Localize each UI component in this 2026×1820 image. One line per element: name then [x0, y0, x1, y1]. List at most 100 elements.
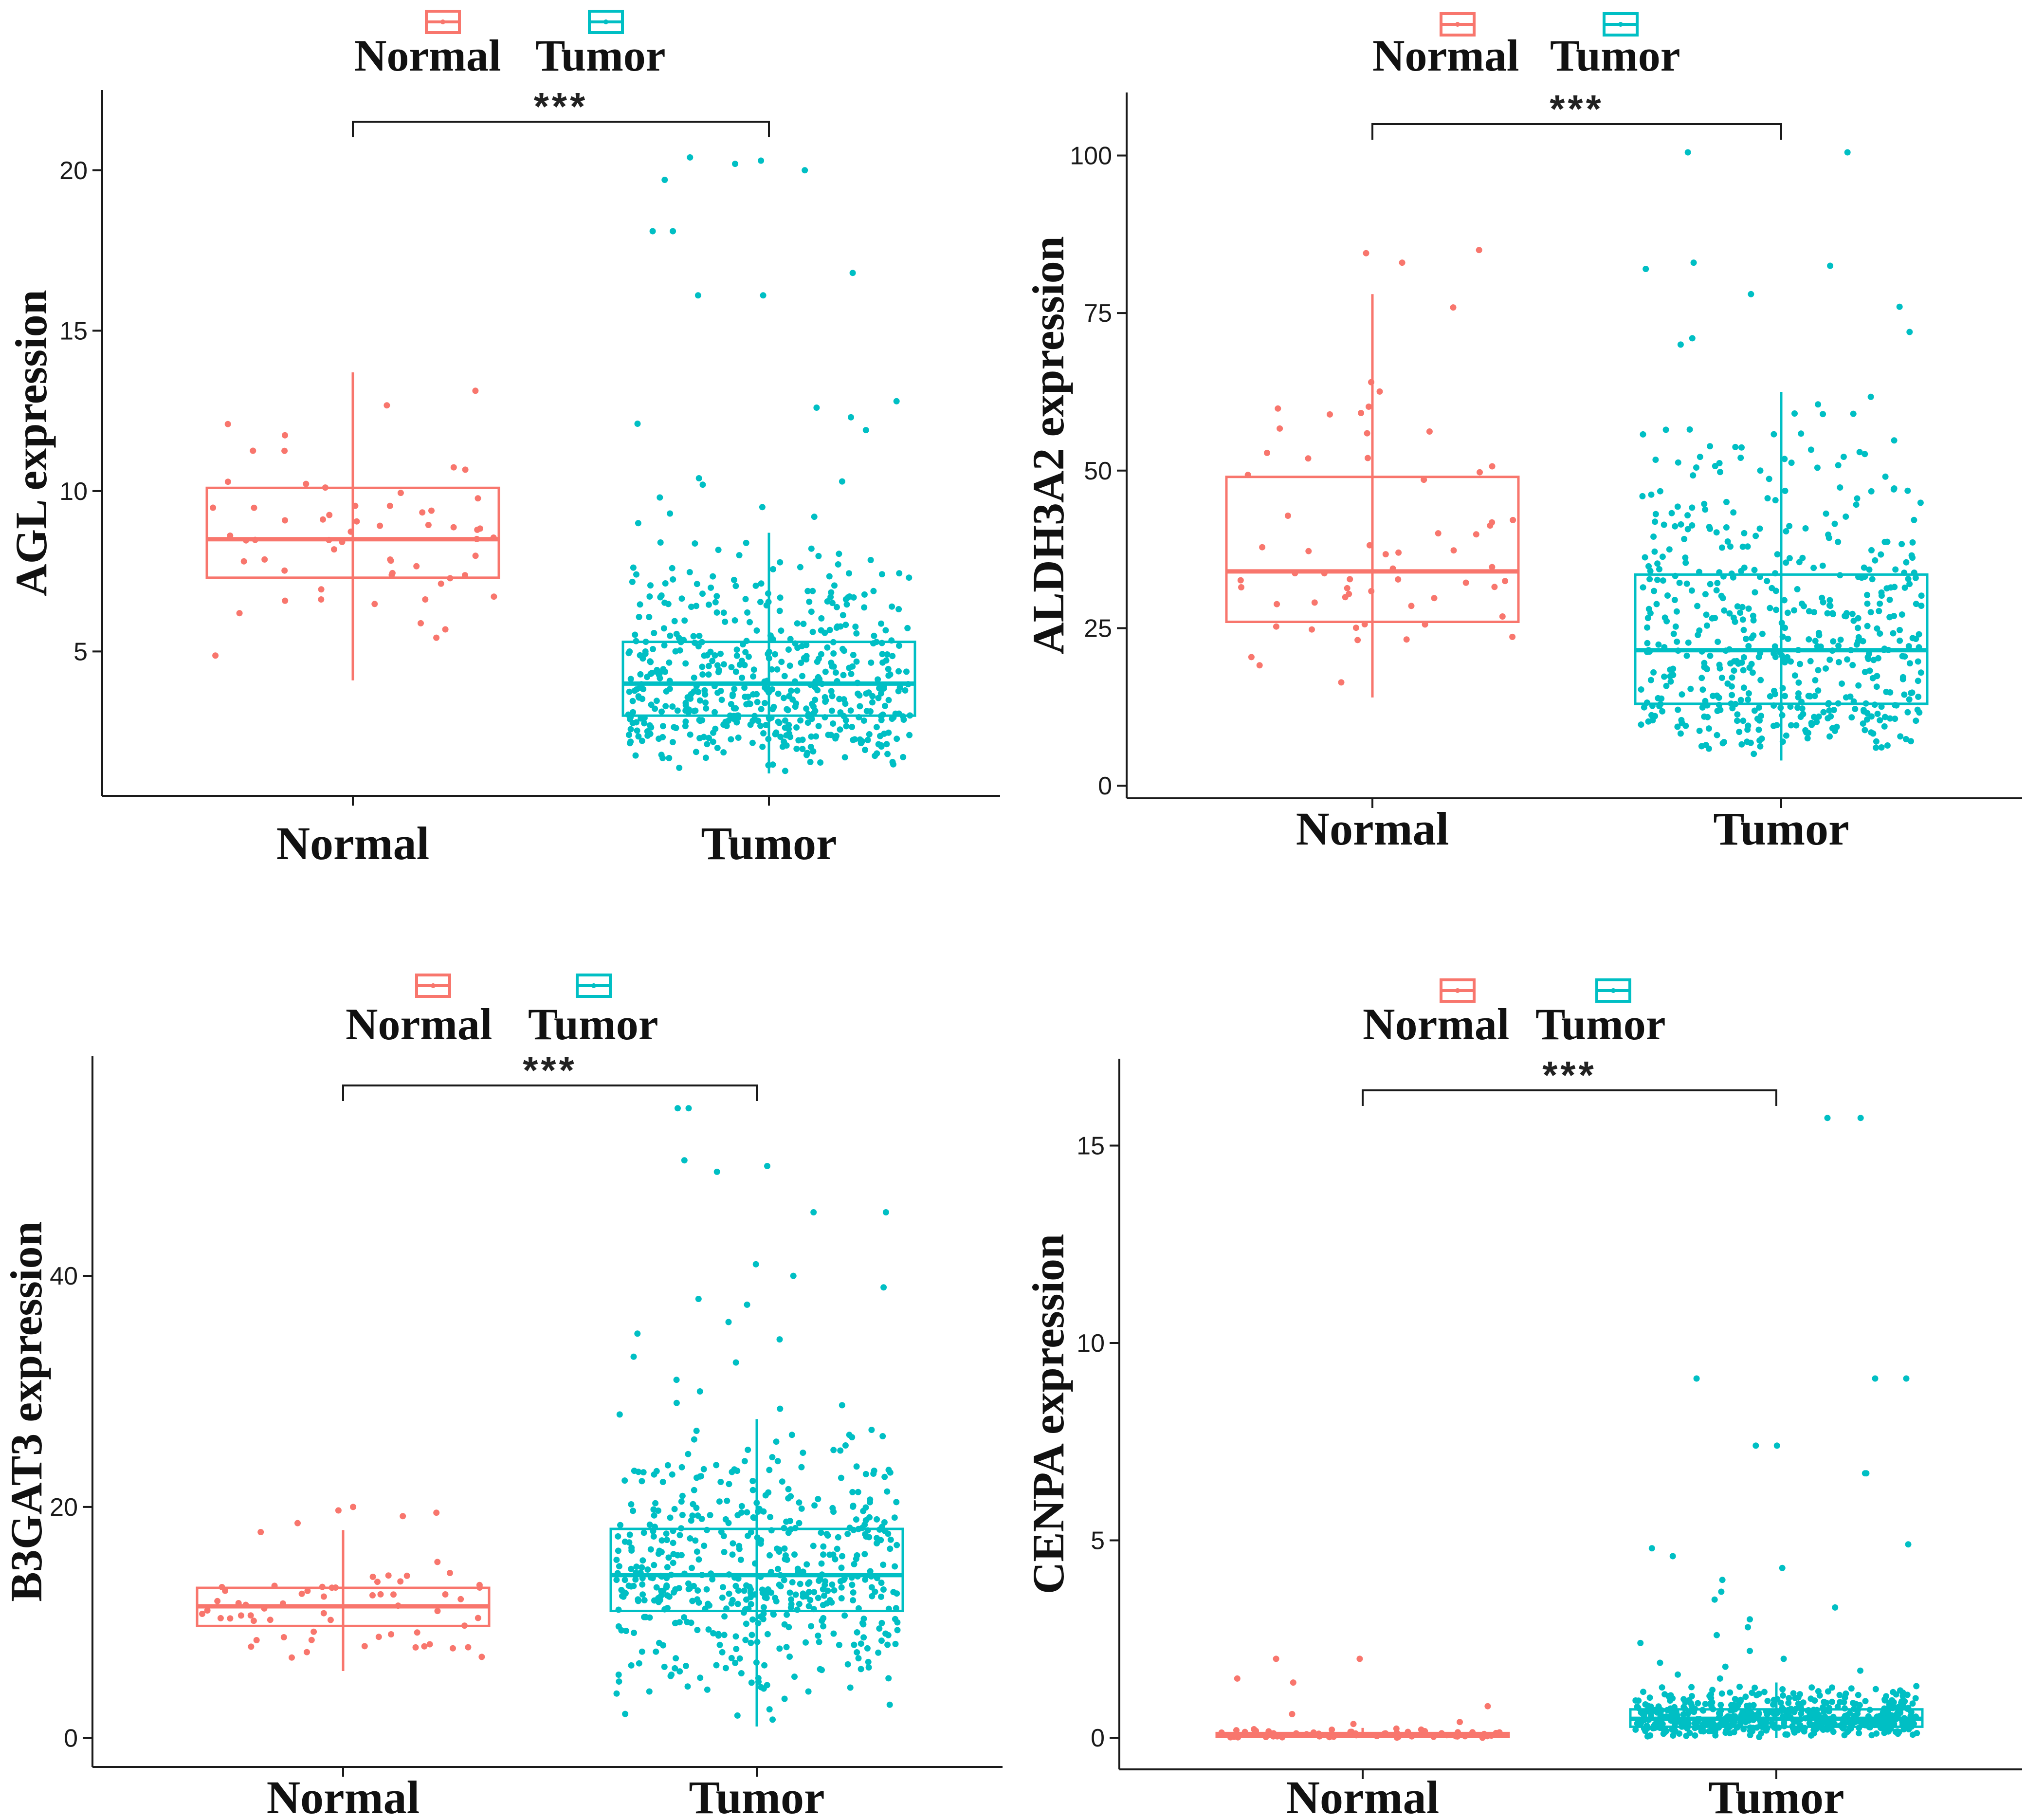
panel-3-tumor-point	[621, 1538, 628, 1545]
panel-3-normal-point	[289, 1654, 295, 1661]
panel-2-tumor-point	[1787, 703, 1794, 710]
panel-3-normal-point	[308, 1636, 315, 1643]
panel-3-tumor-point	[657, 1597, 663, 1603]
panel-3-tumor-point	[713, 1462, 720, 1469]
panel-3-tumor-point	[774, 1545, 780, 1552]
panel-2-tumor-point	[1674, 723, 1681, 730]
panel-2-tumor-point	[1663, 682, 1670, 689]
panel-3-tumor-point	[663, 1575, 670, 1581]
panel-2-tumor-point	[1756, 704, 1762, 711]
panel-2-normal-point	[1499, 613, 1506, 620]
panel-3-tumor-point	[630, 1507, 637, 1514]
panel-3-tumor-point	[851, 1641, 858, 1648]
panel-4-tumor-outlier-point	[1718, 1588, 1725, 1595]
panel-1-tumor-point	[642, 650, 649, 657]
panel-1-tumor-point	[701, 652, 708, 659]
panel-3-tumor-point	[865, 1664, 872, 1671]
panel-2-tumor-point	[1713, 587, 1720, 594]
panel-1-tumor-outlier-point	[649, 228, 656, 235]
panel-1-normal-point	[251, 504, 257, 511]
panel-2-tumor-point	[1791, 607, 1798, 614]
panel-3-tumor-point	[823, 1600, 830, 1607]
panel-1-tumor-point	[773, 729, 780, 736]
panel-2-tumor-point	[1757, 743, 1764, 750]
panel-1-tumor-point	[831, 582, 838, 589]
panel-3-tumor-point	[785, 1486, 792, 1492]
panel-3-normal-point	[204, 1607, 211, 1614]
panel-1-normal-point	[428, 507, 435, 514]
panel-3-tumor-outlier-point	[777, 1405, 784, 1412]
panel-3-tumor-point	[640, 1529, 647, 1536]
panel-2-normal-point	[1489, 463, 1496, 470]
panel-3-normal-point	[247, 1612, 254, 1619]
panel-4-tumor-point	[1889, 1705, 1896, 1711]
panel-4-tumor-outlier-point	[1773, 1442, 1780, 1449]
panel-1-tumor-point	[760, 730, 767, 736]
panel-2-tumor-point	[1882, 473, 1889, 480]
panel-2-tumor-point	[1737, 455, 1744, 461]
panel-2-tumor-point	[1659, 708, 1666, 715]
panel-2-tumor-point	[1843, 513, 1849, 520]
panel-3-tumor-point	[701, 1543, 708, 1549]
panel-3-tumor-point	[646, 1688, 653, 1695]
panel-3-tumor-point	[836, 1641, 842, 1648]
panel-1-tumor-outlier-point	[758, 157, 765, 164]
panel-3-tumor-point	[885, 1467, 892, 1473]
panel-3-legend-label-tumor: Tumor	[528, 999, 658, 1049]
panel-2-tumor-point	[1911, 570, 1917, 576]
panel-3-tumor-outlier-point	[752, 1261, 759, 1268]
panel-3-tumor-outlier-point	[696, 1388, 703, 1395]
panel-1-normal-point	[353, 518, 360, 525]
panel-2-tumor-point	[1728, 683, 1735, 690]
panel-2-tumor-point	[1815, 687, 1822, 694]
panel-3-tumor-point	[723, 1605, 730, 1612]
panel-2-tumor-point	[1847, 647, 1854, 654]
panel-3-tumor-point	[893, 1605, 899, 1612]
panel-2-tumor-point	[1651, 548, 1658, 555]
panel-2-tumor-point	[1672, 572, 1679, 579]
panel-1-tumor-point	[659, 754, 666, 761]
panel-3-normal-outlier-point	[433, 1509, 440, 1516]
panel-3-tumor-point	[830, 1630, 837, 1637]
panel-3-tumor-point	[658, 1537, 665, 1544]
panel-2-tumor-point	[1844, 656, 1851, 663]
panel-2-tumor-point	[1878, 703, 1885, 710]
panel-3-tumor-outlier-point	[790, 1272, 797, 1279]
panel-2-tumor-point	[1908, 690, 1915, 697]
panel-2-normal-point	[1368, 379, 1374, 386]
panel-3-tumor-point	[720, 1584, 726, 1591]
panel-4-tumor-point	[1635, 1697, 1642, 1704]
panel-1-tumor-point	[705, 662, 712, 669]
panel-2-tumor-point	[1678, 521, 1684, 528]
panel-1-tumor-point	[637, 652, 643, 659]
panel-2-tumor-point	[1898, 611, 1905, 618]
panel-2-tumor-point	[1864, 591, 1871, 598]
panel-2-tumor-point	[1916, 644, 1922, 651]
panel-2-tumor-point	[1740, 667, 1747, 674]
panel-2-tumor-point	[1835, 700, 1842, 707]
panel-1-tumor-point	[626, 648, 633, 655]
panel-1-normal-point	[450, 524, 457, 531]
panel-3-tumor-point	[894, 1627, 901, 1634]
panel-3-tumor-point	[732, 1659, 739, 1666]
panel-2-tumor-point	[1913, 717, 1919, 724]
panel-2-normal-point	[1395, 576, 1402, 583]
panel-2-tumor-point	[1651, 588, 1658, 594]
panel-3-tumor-point	[864, 1645, 871, 1652]
panel-3-tumor-point	[613, 1577, 620, 1583]
panel-3-tumor-point	[678, 1464, 685, 1471]
panel-2-tumor-point	[1905, 643, 1912, 650]
panel-3-tumor-outlier-point	[630, 1353, 637, 1360]
panel-1-tumor-point	[710, 573, 716, 580]
panel-3-tumor-point	[749, 1478, 756, 1484]
panel-3-normal-point	[304, 1649, 310, 1655]
panel-4-tumor-point	[1897, 1687, 1903, 1694]
panel-3-tumor-point	[736, 1655, 743, 1662]
panel-1-tumor-point	[884, 751, 891, 757]
panel-4-tumor-point	[1805, 1707, 1812, 1713]
panel-1-normal-point	[422, 596, 429, 603]
panel-3-tumor-point	[893, 1499, 900, 1506]
panel-3-tumor-point	[766, 1706, 773, 1713]
panel-4-tumor-point	[1688, 1693, 1695, 1699]
panel-1-tumor-point	[768, 666, 775, 673]
